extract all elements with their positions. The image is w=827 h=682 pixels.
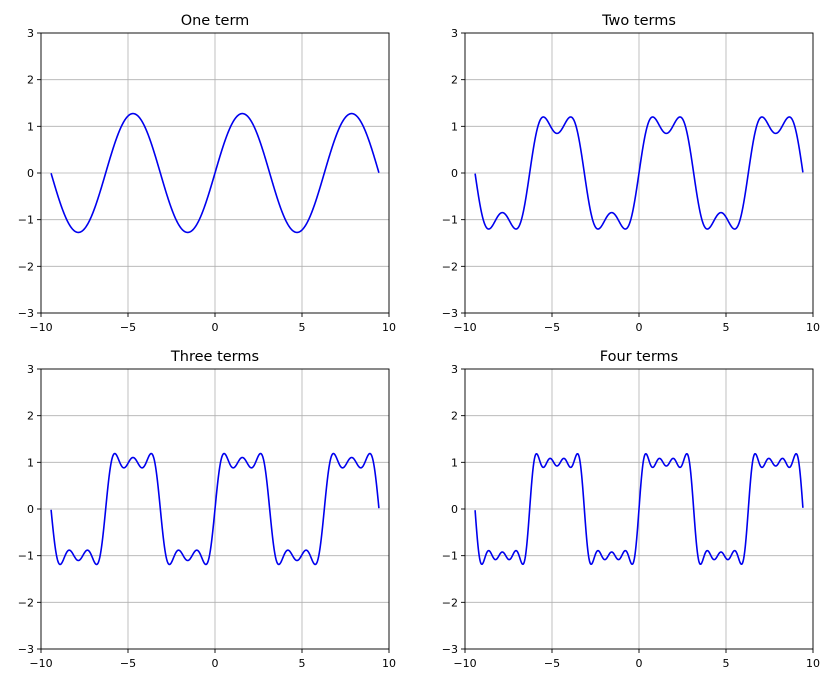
y-tick-label-0: −3 — [18, 307, 34, 320]
subplot-title: Four terms — [600, 349, 678, 365]
series-line — [50, 452, 380, 566]
y-tick-label-6: 3 — [27, 363, 34, 376]
x-tick-label-4: 10 — [806, 321, 820, 334]
x-tick-label-4: 10 — [806, 657, 820, 670]
y-tick-label-2: −1 — [442, 214, 458, 227]
subplot-title: One term — [181, 13, 250, 29]
y-tick-label-4: 1 — [27, 120, 34, 133]
y-tick-label-5: 2 — [451, 410, 458, 423]
subplot-title: Two terms — [601, 13, 676, 29]
y-tick-label-5: 2 — [451, 74, 458, 87]
y-tick-label-2: −1 — [18, 550, 34, 563]
x-tick-label-2: 0 — [212, 321, 219, 334]
y-tick-label-6: 3 — [27, 27, 34, 40]
x-tick-label-2: 0 — [636, 657, 643, 670]
y-tick-label-6: 3 — [451, 27, 458, 40]
y-tick-label-4: 1 — [451, 120, 458, 133]
y-tick-label-5: 2 — [27, 74, 34, 87]
y-tick-label-4: 1 — [451, 456, 458, 469]
y-tick-label-5: 2 — [27, 410, 34, 423]
x-tick-label-0: −10 — [453, 321, 476, 334]
y-tick-label-1: −2 — [442, 596, 458, 609]
x-tick-label-4: 10 — [382, 657, 396, 670]
y-tick-label-0: −3 — [18, 643, 34, 656]
x-tick-label-0: −10 — [29, 321, 52, 334]
series-line — [474, 116, 804, 230]
x-tick-label-4: 10 — [382, 321, 396, 334]
series-line — [50, 112, 380, 234]
x-tick-label-1: −5 — [120, 657, 136, 670]
y-tick-label-3: 0 — [451, 503, 458, 516]
x-tick-label-1: −5 — [544, 321, 560, 334]
x-tick-label-2: 0 — [212, 657, 219, 670]
x-tick-label-3: 5 — [723, 321, 730, 334]
y-tick-label-4: 1 — [27, 456, 34, 469]
x-tick-label-3: 5 — [299, 321, 306, 334]
y-tick-label-3: 0 — [27, 167, 34, 180]
y-tick-label-2: −1 — [18, 214, 34, 227]
series-line — [474, 452, 804, 566]
subplot-title: Three terms — [170, 349, 259, 365]
y-tick-label-2: −1 — [442, 550, 458, 563]
x-tick-label-0: −10 — [453, 657, 476, 670]
x-tick-label-0: −10 — [29, 657, 52, 670]
x-tick-label-2: 0 — [636, 321, 643, 334]
y-tick-label-1: −2 — [18, 596, 34, 609]
x-tick-label-1: −5 — [544, 657, 560, 670]
x-tick-label-1: −5 — [120, 321, 136, 334]
y-tick-label-6: 3 — [451, 363, 458, 376]
x-tick-label-3: 5 — [299, 657, 306, 670]
y-tick-label-0: −3 — [442, 307, 458, 320]
y-tick-label-3: 0 — [27, 503, 34, 516]
y-tick-label-3: 0 — [451, 167, 458, 180]
y-tick-label-1: −2 — [18, 260, 34, 273]
x-tick-label-3: 5 — [723, 657, 730, 670]
y-tick-label-0: −3 — [442, 643, 458, 656]
y-tick-label-1: −2 — [442, 260, 458, 273]
